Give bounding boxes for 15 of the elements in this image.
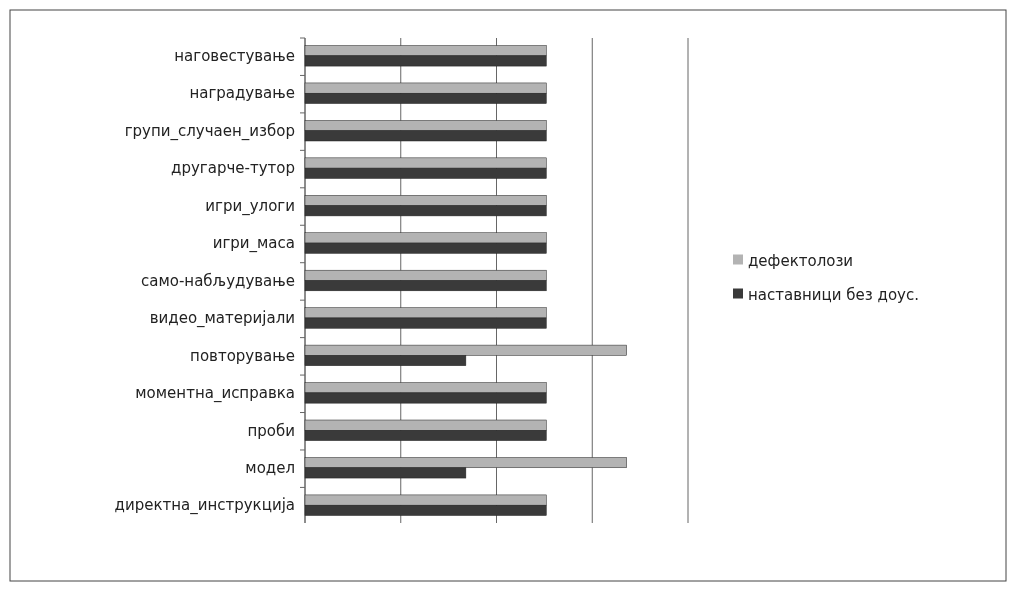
y-tick-label: другарче-тутор	[171, 159, 295, 178]
y-tick-label: модел	[245, 459, 295, 478]
y-tick-label: групи_случаен_избор	[124, 121, 295, 141]
legend-label: дефектолози	[748, 251, 854, 270]
y-tick-label: наговестување	[174, 47, 295, 66]
y-tick-label: директна_инструкција	[114, 496, 295, 516]
y-tick-label: видео_материјали	[149, 309, 295, 329]
legend-label: наставници без доус.	[748, 285, 919, 304]
y-tick-label: моментна_исправка	[135, 384, 295, 404]
y-tick-label: игри_маса	[212, 234, 295, 254]
y-tick-label: повторување	[190, 346, 295, 365]
y-tick-label: проби	[247, 421, 295, 440]
y-tick-label: наградување	[189, 84, 295, 103]
y-tick-label: игри_улоги	[205, 196, 295, 216]
y-tick-label: само-набљудување	[141, 271, 295, 290]
